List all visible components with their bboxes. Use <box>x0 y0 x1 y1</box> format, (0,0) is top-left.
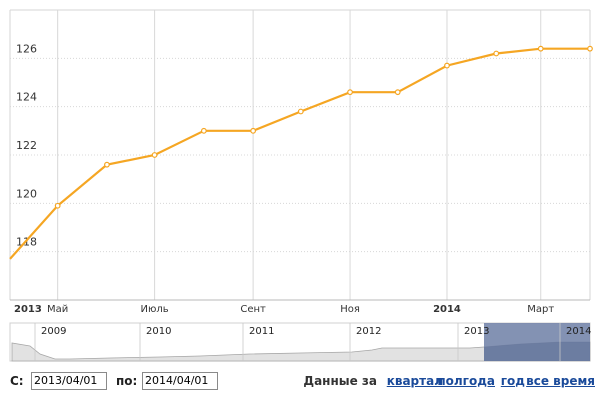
series-point <box>444 62 450 69</box>
navigator-year-label: 2010 <box>146 326 171 337</box>
period-link-all-time[interactable]: все время <box>526 374 595 388</box>
navigator-year-label: 2013 <box>464 326 489 337</box>
series-point <box>297 108 304 115</box>
date-range-controls: С: по: Данные за квартал полгода год все… <box>10 372 595 392</box>
navigator-year-label: 2014 <box>566 326 591 337</box>
chart-gridlines <box>9 9 591 301</box>
x-tick-label: Май <box>47 304 68 315</box>
x-axis-labels: 2013 Май Июль Сент Ноя 2014 Март <box>14 304 554 315</box>
x-tick-label: Ноя <box>340 304 360 315</box>
series-point <box>347 89 353 96</box>
series-point <box>537 45 544 52</box>
y-tick-label: 124 <box>16 91 37 104</box>
range-navigator[interactable]: 2009 2010 2011 2012 2013 2014 <box>0 318 600 366</box>
period-link-quarter[interactable]: квартал <box>386 374 443 388</box>
from-label: С: <box>10 374 24 388</box>
to-date-input[interactable] <box>142 372 218 390</box>
x-tick-label: Сент <box>240 304 266 315</box>
series-point <box>587 45 593 52</box>
series-point <box>200 127 207 134</box>
period-link-year[interactable]: год <box>500 374 525 388</box>
navigator-year-labels: 2009 2010 2011 2012 2013 2014 <box>34 323 591 361</box>
series-point <box>151 152 158 158</box>
series-point <box>250 127 257 134</box>
navigator-year-label: 2011 <box>249 326 274 337</box>
series-point <box>394 89 401 96</box>
series-line <box>9 47 590 260</box>
period-label: Данные за <box>303 374 377 388</box>
period-link-half-year[interactable]: полгода <box>437 374 495 388</box>
y-tick-label: 120 <box>16 187 37 200</box>
y-tick-label: 122 <box>16 139 37 152</box>
from-date-input[interactable] <box>31 372 107 390</box>
x-tick-label: Июль <box>141 304 169 315</box>
series-point <box>493 50 500 57</box>
x-tick-label: 2013 <box>14 304 42 315</box>
navigator-selection-area <box>484 342 590 361</box>
series-point <box>104 161 110 168</box>
x-tick-label: 2014 <box>433 304 461 315</box>
line-chart: 118 120 122 124 126 2013 Май Июль Сент Ноя 2014 Ма… <box>9 9 593 315</box>
y-tick-label: 126 <box>16 42 37 55</box>
to-label: по: <box>116 374 138 388</box>
y-axis-labels: 118 120 122 124 126 <box>16 42 37 248</box>
y-tick-label: 118 <box>16 236 37 249</box>
navigator-year-label: 2012 <box>356 326 381 337</box>
series-points <box>54 45 593 209</box>
series-point <box>54 202 61 209</box>
navigator-year-label: 2009 <box>41 326 66 337</box>
x-tick-label: Март <box>527 304 554 315</box>
